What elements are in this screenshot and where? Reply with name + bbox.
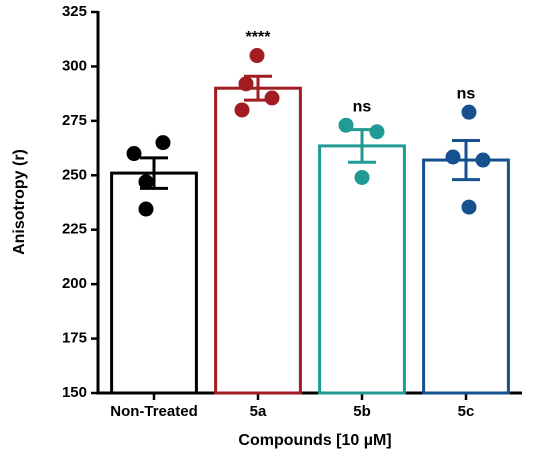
y-tick-label: 325 (62, 3, 87, 20)
significance-label: ns (457, 85, 476, 102)
significance-label: **** (246, 29, 272, 46)
data-point (238, 76, 254, 92)
error-bar (452, 138, 480, 182)
y-tick-label: 150 (62, 384, 87, 401)
error-bar (140, 156, 168, 190)
significance-label: ns (353, 98, 372, 115)
data-point (138, 201, 154, 217)
error-bar (244, 74, 272, 102)
y-tick-label: 300 (62, 57, 87, 74)
x-axis-label: Compounds [10 µM] (238, 432, 391, 449)
error-bar (348, 128, 376, 164)
data-point (249, 48, 265, 64)
data-point (475, 152, 491, 168)
y-axis-label: Anisotropy (r) (11, 149, 28, 255)
data-point (369, 124, 385, 140)
bar (422, 158, 510, 395)
data-point (461, 104, 477, 120)
data-point (138, 174, 154, 190)
y-tick-label: 200 (62, 275, 87, 292)
data-point (126, 146, 142, 162)
y-tick-label: 225 (62, 221, 87, 238)
x-tick-label: Non-Treated (110, 403, 198, 420)
data-point (354, 169, 370, 185)
data-point (445, 149, 461, 165)
data-point (461, 199, 477, 215)
y-tick-label: 250 (62, 166, 87, 183)
x-tick-label: 5b (353, 403, 371, 420)
data-point (155, 135, 171, 151)
x-tick-label: 5c (458, 403, 475, 420)
bar (110, 171, 198, 395)
x-tick-label: 5a (250, 403, 267, 420)
bar (214, 86, 302, 395)
data-point (234, 102, 250, 118)
data-point (264, 90, 280, 106)
y-tick-label: 175 (62, 330, 87, 347)
y-tick-label: 275 (62, 112, 87, 129)
